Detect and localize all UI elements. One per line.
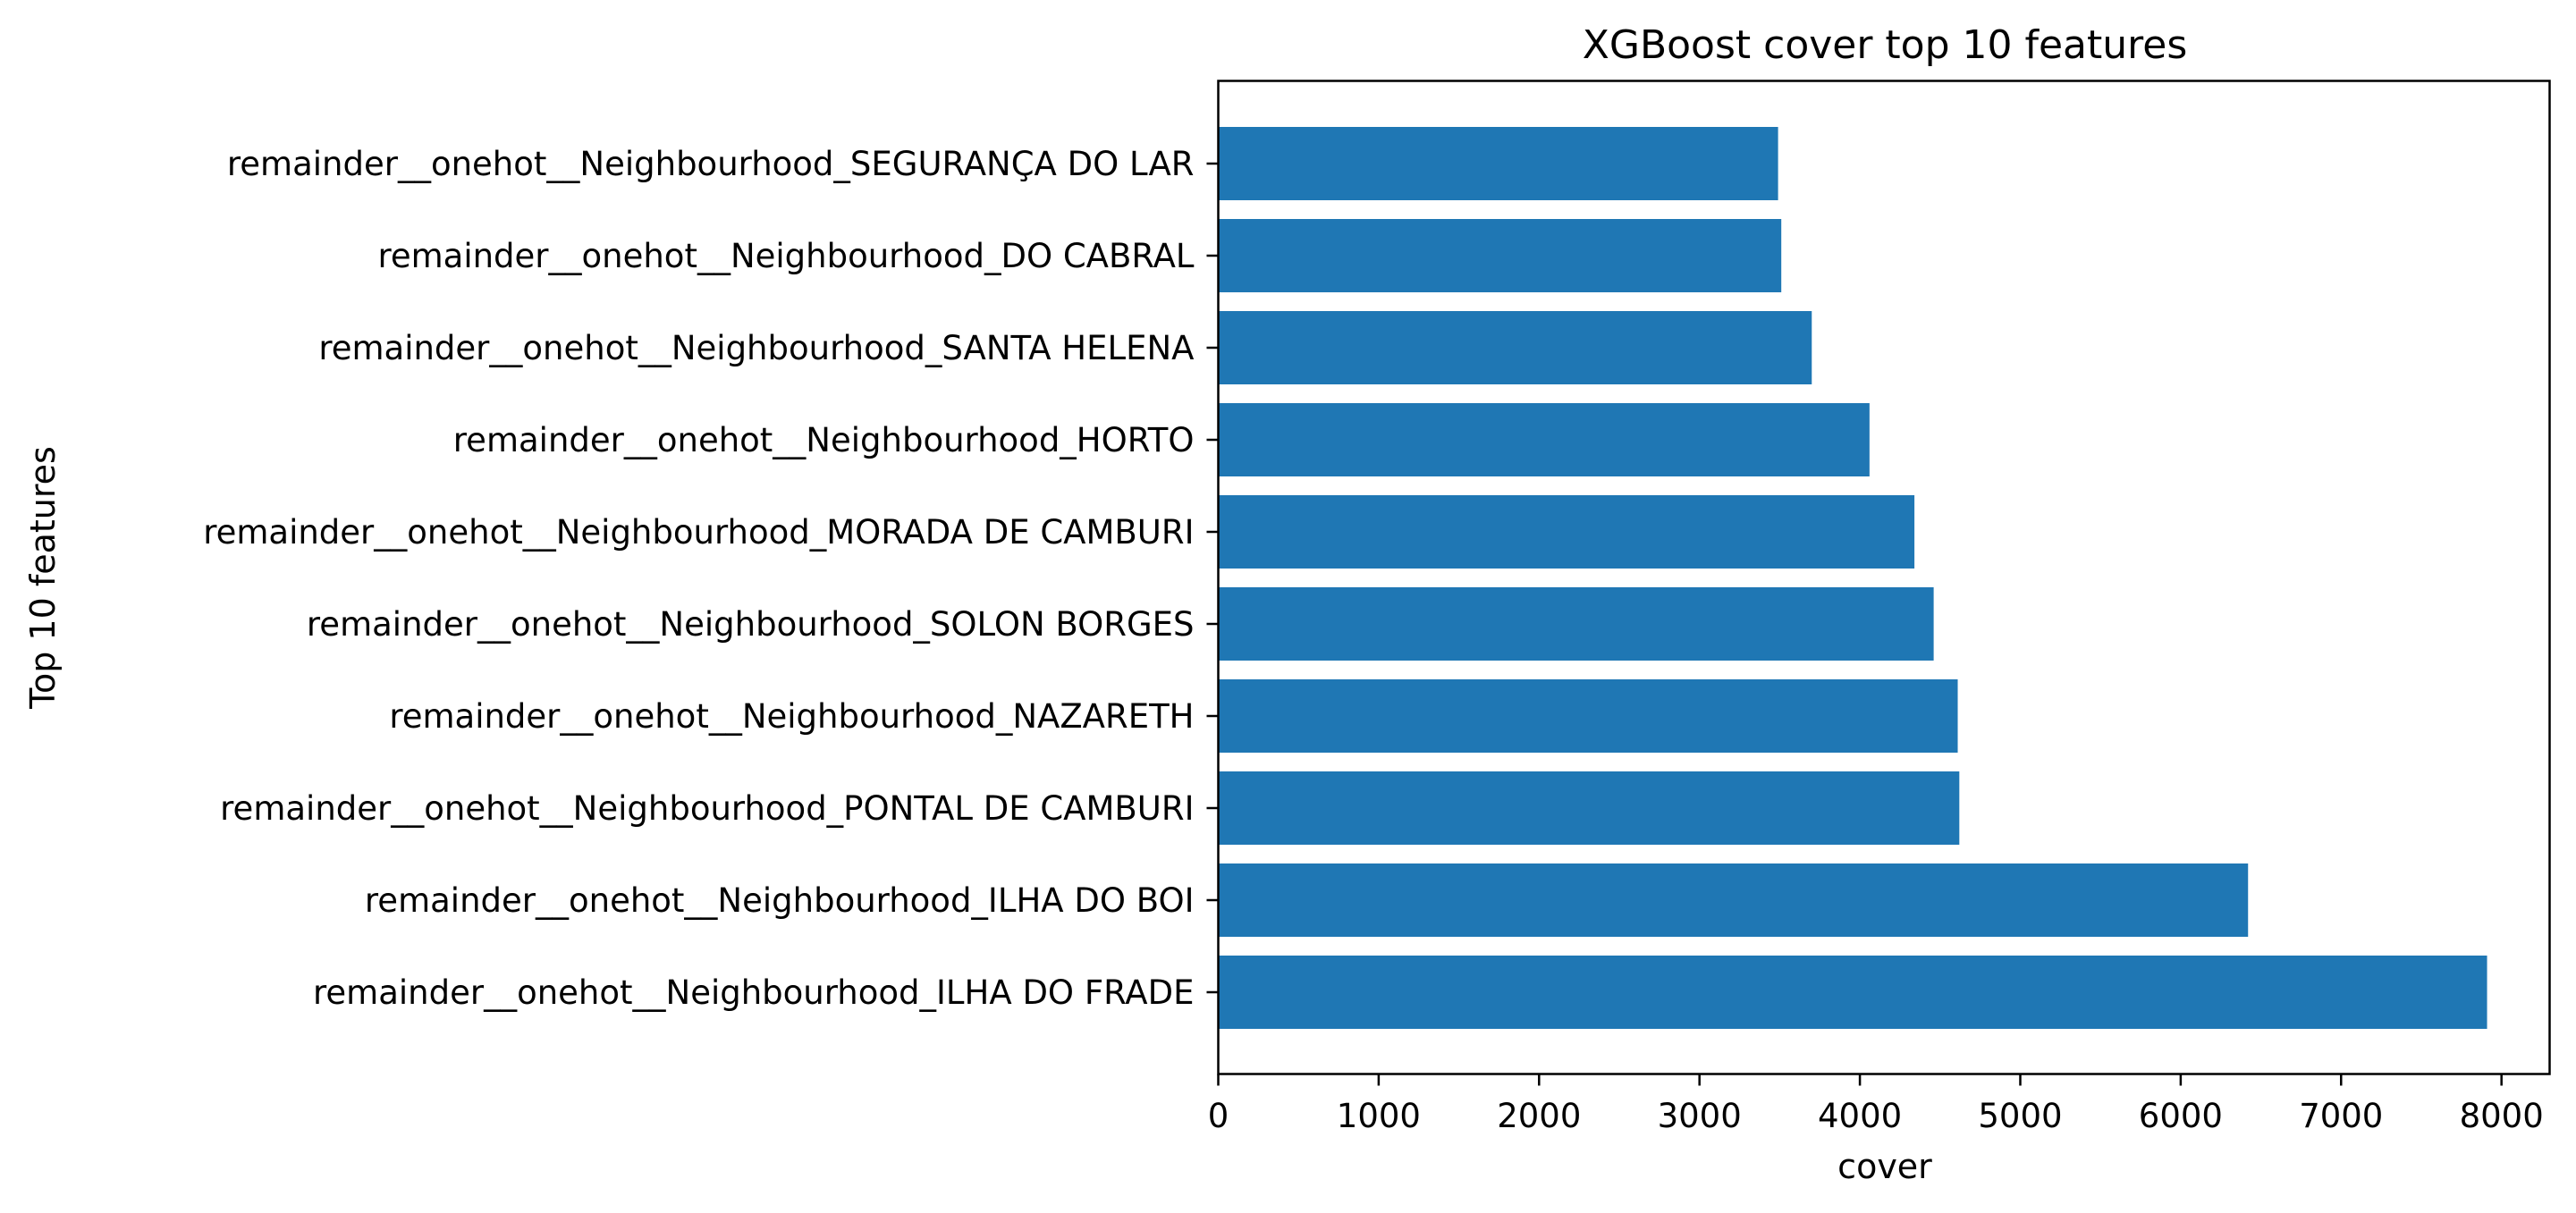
x-tick-label-0: 0 — [1208, 1097, 1229, 1135]
y-tick-label-0: remainder__onehot__Neighbourhood_ILHA DO… — [313, 973, 1195, 1012]
x-axis-ticks: 0 1000 2000 3000 4000 5000 6000 7000 8000 — [1208, 1074, 2544, 1135]
bars-layer — [1218, 127, 2487, 1029]
y-axis-label: Top 10 features — [23, 446, 63, 710]
y-tick-label-8: remainder__onehot__Neighbourhood_DO CABR… — [377, 237, 1194, 275]
bar-1 — [1218, 863, 2249, 937]
x-tick-label-5: 5000 — [1978, 1097, 2062, 1135]
y-tick-label-1: remainder__onehot__Neighbourhood_ILHA DO… — [365, 881, 1195, 920]
bar-0 — [1218, 956, 2487, 1029]
bar-7 — [1218, 311, 1812, 384]
y-tick-label-9: remainder__onehot__Neighbourhood_SEGURAN… — [227, 145, 1195, 183]
bar-6 — [1218, 403, 1870, 476]
x-tick-label-3: 3000 — [1658, 1097, 1742, 1135]
x-tick-label-8: 8000 — [2460, 1097, 2544, 1135]
y-tick-label-3: remainder__onehot__Neighbourhood_NAZARET… — [389, 697, 1194, 736]
bar-3 — [1218, 679, 1958, 753]
chart-title: XGBoost cover top 10 features — [1583, 22, 2188, 68]
bar-5 — [1218, 495, 1915, 569]
y-tick-label-4: remainder__onehot__Neighbourhood_SOLON B… — [307, 605, 1195, 644]
x-tick-label-7: 7000 — [2299, 1097, 2383, 1135]
y-tick-label-5: remainder__onehot__Neighbourhood_MORADA … — [203, 513, 1194, 552]
bar-8 — [1218, 219, 1782, 292]
x-tick-label-1: 1000 — [1337, 1097, 1421, 1135]
y-tick-label-2: remainder__onehot__Neighbourhood_PONTAL … — [220, 789, 1194, 828]
bar-2 — [1218, 771, 1960, 845]
x-tick-label-6: 6000 — [2139, 1097, 2223, 1135]
y-tick-label-6: remainder__onehot__Neighbourhood_HORTO — [453, 421, 1195, 459]
x-axis-label: cover — [1837, 1147, 1932, 1186]
plot-frame — [1217, 80, 2551, 1075]
y-axis-ticks: remainder__onehot__Neighbourhood_ILHA DO… — [203, 145, 1219, 1012]
y-tick-label-7: remainder__onehot__Neighbourhood_SANTA H… — [318, 329, 1194, 367]
x-tick-label-2: 2000 — [1497, 1097, 1581, 1135]
x-tick-label-4: 4000 — [1818, 1097, 1902, 1135]
bar-9 — [1218, 127, 1778, 200]
bar-4 — [1218, 587, 1934, 661]
